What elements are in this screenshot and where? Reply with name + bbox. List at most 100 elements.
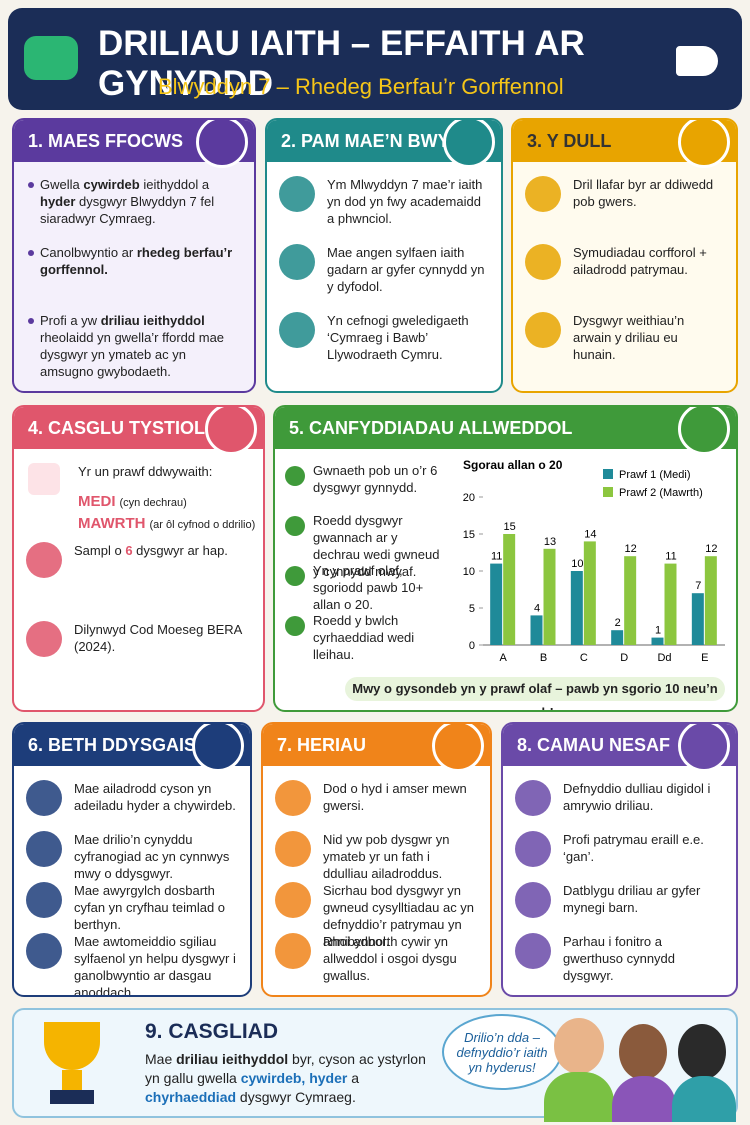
item-icon: [515, 933, 551, 969]
text-part: ieithyddol a: [139, 177, 210, 192]
text: Ym Mlwyddyn 7 mae’r iaith yn dod yn fwy …: [327, 177, 483, 226]
text: Mae awyrgylch dosbarth cyfan yn cryfhau …: [74, 883, 226, 932]
item-icon: [279, 244, 315, 280]
x-tick-label: A: [499, 652, 507, 664]
bar: [664, 563, 677, 645]
value-label: 10: [571, 558, 583, 570]
text: Sicrhau bod dysgwyr yn gwneud cysylltiad…: [323, 883, 475, 949]
panel-header: 5. CANFYDDIADAU ALLWEDDOL: [275, 407, 736, 449]
text-part: dysgwyr Blwyddyn 7 fel siaradwyr Cymraeg…: [40, 194, 215, 226]
item-text: Rhoi adborth cywir yn allweddol i osgoi …: [323, 933, 478, 984]
x-tick-label: C: [580, 652, 588, 664]
value-label: 7: [695, 580, 701, 592]
text: Symudiadau corfforol + ailadrodd patryma…: [573, 245, 707, 277]
text: Yn cefnogi gweledigaeth ‘Cymraeg i Bawb’…: [327, 313, 469, 362]
panel: 7. HERIAU Dod o hyd i amser mewn gwersi. N…: [261, 722, 492, 997]
step: MEDI (cyn dechrau): [78, 493, 187, 512]
y-tick-label: 20: [463, 492, 475, 504]
text-part: 6: [125, 543, 133, 558]
panel-title: 3. Y DULL: [527, 131, 612, 151]
title: DRILIAU IAITH – EFFAITH AR GYNYDDD: [98, 24, 585, 103]
text: Nid yw pob dysgwr yn ymateb yr un fath i…: [323, 832, 450, 881]
panel-icon: [432, 724, 484, 772]
text: Mae angen sylfaen iaith gadarn ar gyfer …: [327, 245, 485, 294]
text-part: Gwella: [40, 177, 84, 192]
item-text: Dod o hyd i amser mewn gwersi.: [323, 780, 478, 814]
item-text: Parhau i fonitro a gwerthuso cynnydd dys…: [563, 933, 724, 984]
item-text: Profi patrymau eraill e.e. ‘gan’.: [563, 831, 724, 865]
person: [619, 1024, 667, 1080]
panel-icon: [443, 120, 495, 168]
megaphone-icon: [676, 46, 718, 76]
item-icon: [525, 244, 561, 280]
text-part: rhedeg berfau’r gorffennol.: [40, 245, 233, 277]
finding: Roedd y bwlch cyrhaeddiad wedi lleihau.: [313, 612, 448, 663]
item-text: Ym Mlwyddyn 7 mae’r iaith yn dod yn fwy …: [327, 176, 489, 227]
item-icon: [525, 312, 561, 348]
person: [544, 1072, 614, 1122]
bullet: [28, 250, 34, 256]
text: Defnyddio dulliau digidol i amrywio dril…: [563, 781, 711, 813]
panel-title: 1. MAES FFOCWS: [28, 131, 184, 151]
value-label: 4: [534, 602, 540, 614]
text: Dysgwyr weithiau’n arwain y driliau eu h…: [573, 313, 685, 362]
conclusion-title: 9. CASGLIAD: [145, 1020, 279, 1043]
item-text: Mae awyrgylch dosbarth cyfan yn cryfhau …: [74, 882, 238, 933]
text: Roedd y bwlch cyrhaeddiad wedi lleihau.: [313, 613, 415, 662]
banner-text: Mwy o gysondeb yn y prawf olaf – pawb yn…: [352, 681, 718, 710]
panel-icon: [678, 724, 730, 772]
check-icon: [285, 616, 305, 636]
text: Profi patrymau eraill e.e. ‘gan’.: [563, 832, 704, 864]
text-part: driliau ieithyddol: [176, 1051, 289, 1067]
trophy-icon: [62, 1070, 82, 1090]
value-label: 11: [491, 551, 502, 563]
panel-title: 6. BETH DDYSGAIS?: [28, 735, 208, 755]
chart: Sgorau allan o 20 Prawf 1 (Medi) Prawf 2 (…: [463, 458, 725, 664]
item-icon: [26, 620, 62, 657]
text: Rhoi adborth cywir yn allweddol i osgoi …: [323, 934, 457, 983]
check-icon: [285, 516, 305, 536]
bar: [611, 630, 624, 645]
text-part: dysgwyr Cymraeg.: [236, 1089, 356, 1105]
item-icon: [279, 312, 315, 348]
step-note: (ar ôl cyfnod o ddrilio): [149, 519, 256, 531]
value-label: 1: [655, 625, 661, 637]
panel: 2. PAM MAE’N BWYSIG? Ym Mlwyddyn 7 mae’r …: [265, 118, 503, 393]
value-label: 11: [665, 551, 676, 563]
finding: Roedd dysgwyr gwannach ar y dechrau wedi…: [313, 512, 448, 580]
subtitle: Blwyddyn 7 – Rhedeg Berfau’r Gorffennol: [158, 74, 564, 99]
check-icon: [285, 566, 305, 586]
trophy-icon: [44, 1022, 100, 1070]
item-text: Canolbwyntio ar rhedeg berfau’r gorffenn…: [40, 244, 240, 278]
text-part: chyrhaeddiad: [145, 1089, 237, 1105]
panel: 6. BETH DDYSGAIS? Mae ailadrodd cyson yn …: [12, 722, 252, 997]
item-icon: [515, 831, 551, 867]
item-icon: [275, 933, 311, 969]
bar: [543, 548, 556, 645]
bar: [570, 571, 583, 645]
item-icon: [525, 176, 561, 212]
item-text: Nid yw pob dysgwr yn ymateb yr un fath i…: [323, 831, 478, 882]
y-tick-label: 5: [469, 603, 475, 615]
header: DRILIAU IAITH – EFFAITH AR GYNYDDD Blwyd…: [8, 8, 742, 110]
item-text: Mae angen sylfaen iaith gadarn ar gyfer …: [327, 244, 489, 295]
y-tick-label: 10: [463, 566, 475, 578]
person: [672, 1076, 736, 1122]
trophy-icon: [50, 1090, 94, 1104]
item-icon: [26, 780, 62, 816]
panel: 8. CAMAU NESAF Defnyddio dulliau digidol …: [501, 722, 738, 997]
y-tick-label: 15: [463, 529, 475, 541]
value-label: 13: [544, 536, 556, 548]
finding: Yn y prawf olaf, sgoriodd pawb 10+ allan…: [313, 562, 448, 613]
item-text: Dilynwyd Cod Moeseg BERA (2024).: [74, 621, 251, 655]
panel: 1. MAES FFOCWS Gwella cywirdeb ieithyddol…: [12, 118, 256, 393]
text-part: Profi a yw: [40, 313, 101, 328]
panel-icon: [678, 120, 730, 168]
x-tick-label: B: [540, 652, 547, 664]
bar: [530, 615, 543, 645]
text-part: driliau ieithyddol: [100, 313, 205, 328]
legend-swatch: [603, 487, 613, 497]
item-text: Mae ailadrodd cyson yn adeiladu hyder a …: [74, 780, 238, 814]
text: Gwnaeth pob un o’r 6 dysgwyr gynnydd.: [313, 463, 438, 495]
conclusion: 9. CASGLIAD Mae driliau ieithyddol byr, …: [12, 1008, 738, 1122]
